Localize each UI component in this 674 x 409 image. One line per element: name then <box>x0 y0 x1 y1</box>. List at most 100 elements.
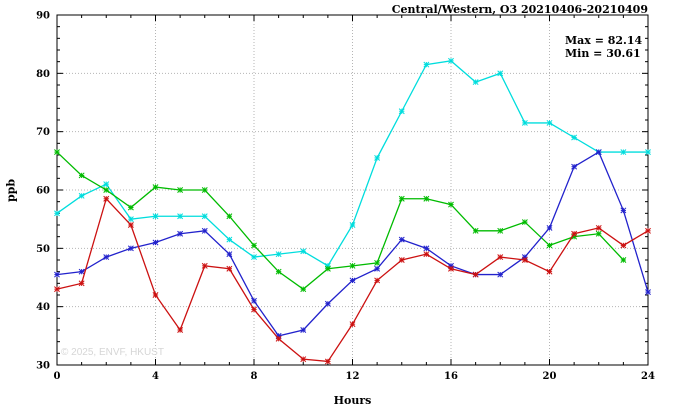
data-point-marker <box>546 242 553 249</box>
data-point-marker <box>201 227 208 234</box>
data-point-marker <box>152 292 159 298</box>
data-point-marker <box>423 251 430 258</box>
data-point-marker <box>152 239 159 246</box>
data-point-marker <box>349 222 356 228</box>
data-point-marker <box>546 268 553 275</box>
data-point-marker <box>300 327 307 333</box>
data-point-marker <box>521 257 528 263</box>
x-tick-label: 24 <box>641 371 655 382</box>
data-point-marker <box>324 358 331 365</box>
data-point-marker <box>423 245 430 252</box>
data-point-marker <box>78 280 85 287</box>
data-point-marker <box>300 248 307 255</box>
data-point-marker <box>54 271 60 278</box>
data-point-marker <box>374 277 381 284</box>
data-point-marker <box>54 286 60 293</box>
data-point-marker <box>448 265 454 272</box>
data-point-marker <box>177 230 184 237</box>
data-point-marker <box>620 207 627 214</box>
data-point-marker <box>177 187 184 193</box>
data-point-marker <box>620 242 627 249</box>
data-point-marker <box>127 216 134 223</box>
data-point-marker <box>595 230 602 237</box>
x-tick-label: 16 <box>444 371 458 382</box>
data-point-marker <box>103 181 110 188</box>
data-point-marker <box>127 222 134 228</box>
data-point-marker <box>546 119 553 126</box>
data-point-marker <box>571 230 578 237</box>
x-tick-label: 0 <box>54 371 61 382</box>
x-tick-label: 4 <box>152 371 159 382</box>
y-tick-label: 40 <box>36 302 50 313</box>
data-point-marker <box>398 108 405 115</box>
data-point-marker <box>78 172 85 179</box>
data-point-marker <box>620 257 627 263</box>
data-point-marker <box>571 163 578 170</box>
x-tick-label: 12 <box>346 371 360 382</box>
data-point-marker <box>645 289 651 296</box>
data-point-marker <box>374 259 381 266</box>
y-tick-label: 60 <box>36 186 50 197</box>
data-point-marker <box>497 271 504 278</box>
data-point-marker <box>349 262 356 269</box>
y-tick-label: 80 <box>36 69 50 80</box>
data-point-marker <box>177 327 184 333</box>
y-tick-label: 70 <box>36 127 50 138</box>
x-axis-label: Hours <box>333 394 372 407</box>
data-point-marker <box>275 251 282 258</box>
data-point-marker <box>374 265 381 272</box>
data-point-marker <box>251 242 257 249</box>
data-point-marker <box>398 257 405 263</box>
data-point-marker <box>645 227 651 234</box>
data-point-marker <box>324 300 331 307</box>
data-point-marker <box>349 277 356 284</box>
data-point-marker <box>127 204 134 211</box>
data-point-marker <box>201 262 208 269</box>
data-point-marker <box>546 224 553 231</box>
data-point-marker <box>423 61 430 68</box>
data-point-marker <box>152 213 159 220</box>
data-point-marker <box>103 254 110 261</box>
data-point-marker <box>300 286 307 293</box>
data-point-marker <box>226 265 233 272</box>
data-point-marker <box>448 201 454 208</box>
data-point-marker <box>324 265 331 272</box>
chart-title: Central/Western, O3 20210406-20210409 <box>391 3 648 16</box>
data-point-marker <box>349 321 356 328</box>
data-point-marker <box>398 236 405 243</box>
y-tick-label: 50 <box>36 244 50 255</box>
data-point-marker <box>152 184 159 191</box>
data-point-marker <box>398 195 405 202</box>
data-point-marker <box>103 187 110 193</box>
data-point-marker <box>645 149 651 156</box>
data-point-marker <box>226 213 233 220</box>
data-point-marker <box>497 70 504 77</box>
max-value-annotation: Max = 82.14 <box>565 34 643 47</box>
data-point-marker <box>251 306 257 313</box>
data-point-marker <box>201 187 208 193</box>
data-point-marker <box>521 119 528 126</box>
data-point-marker <box>251 254 257 261</box>
data-point-marker <box>374 154 381 161</box>
data-point-marker <box>226 236 233 243</box>
data-point-marker <box>275 268 282 275</box>
data-point-marker <box>226 251 233 258</box>
data-point-marker <box>103 195 110 202</box>
data-point-marker <box>54 210 60 217</box>
x-tick-label: 20 <box>543 371 557 382</box>
data-point-marker <box>595 224 602 231</box>
data-point-marker <box>497 227 504 234</box>
data-point-marker <box>620 149 627 156</box>
data-point-marker <box>54 149 60 156</box>
data-point-marker <box>423 195 430 202</box>
y-tick-label: 30 <box>36 361 50 372</box>
min-value-annotation: Min = 30.61 <box>565 47 641 60</box>
data-point-marker <box>571 134 578 141</box>
watermark: © 2025, ENVF, HKUST <box>61 347 164 358</box>
x-tick-label: 8 <box>251 371 258 382</box>
data-point-marker <box>275 335 282 342</box>
y-axis-label: ppb <box>4 178 18 203</box>
series-cyan-line <box>56 60 648 267</box>
